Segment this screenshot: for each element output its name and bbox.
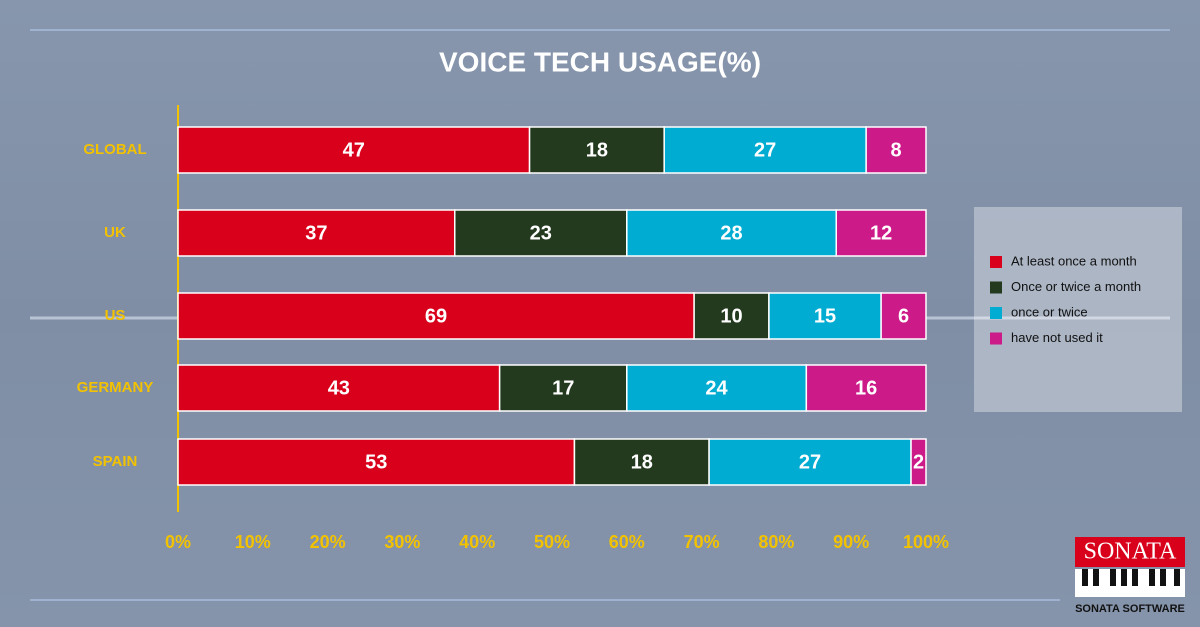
- value-label: 23: [530, 222, 552, 244]
- legend-swatch: [990, 332, 1002, 345]
- value-label: 8: [891, 139, 902, 161]
- value-label: 6: [898, 305, 909, 327]
- legend-swatch: [990, 307, 1002, 319]
- value-label: 2: [913, 451, 924, 473]
- chart-title: VOICE TECH USAGE(%): [439, 46, 761, 77]
- legend-label: have not used it: [1011, 330, 1103, 345]
- value-label: 15: [814, 305, 836, 327]
- legend-label: Once or twice a month: [1011, 279, 1141, 294]
- x-tick-label: 10%: [235, 532, 271, 552]
- legend-swatch: [990, 281, 1002, 294]
- bar-segment: [805, 364, 927, 412]
- value-label: 69: [425, 305, 447, 327]
- logo-box: [1075, 537, 1185, 567]
- logo: SONATA SONATA SOFTWARE: [1075, 537, 1185, 615]
- x-tick-label: 80%: [758, 532, 794, 552]
- value-label: 27: [799, 451, 821, 473]
- bar-segment: [177, 438, 576, 486]
- x-tick-label: 30%: [384, 532, 420, 552]
- value-label: 17: [552, 377, 574, 399]
- bar-segment: [663, 126, 867, 174]
- y-tick-label: GERMANY: [77, 379, 154, 396]
- value-label: 18: [631, 451, 653, 473]
- legend-label: once or twice: [1011, 304, 1088, 319]
- value-label: 43: [328, 377, 350, 399]
- value-label: 10: [720, 305, 742, 327]
- x-tick-label: 90%: [833, 532, 869, 552]
- bar-segment: [454, 209, 628, 257]
- legend-swatch: [990, 256, 1002, 268]
- logo-name: SONATA: [1084, 539, 1177, 565]
- bar-segment: [693, 292, 770, 340]
- x-tick-label: 20%: [310, 532, 346, 552]
- value-label: 47: [343, 139, 365, 161]
- bar-segment: [177, 364, 501, 412]
- x-tick-label: 100%: [903, 532, 949, 552]
- y-tick-label: UK: [104, 224, 126, 241]
- bar-segment: [880, 292, 927, 340]
- value-label: 53: [365, 451, 387, 473]
- value-label: 16: [855, 377, 877, 399]
- value-label: 27: [754, 139, 776, 161]
- logo-caption: SONATA SOFTWARE: [1075, 603, 1185, 615]
- x-tick-label: 0%: [165, 532, 191, 552]
- x-tick-label: 70%: [684, 532, 720, 552]
- y-tick-label: GLOBAL: [83, 141, 146, 158]
- x-tick-label: 50%: [534, 532, 570, 552]
- bar-segment: [573, 438, 710, 486]
- bar-segment: [626, 209, 837, 257]
- bar-segment: [865, 126, 927, 174]
- bar-segment: [626, 364, 808, 412]
- bar-segment: [835, 209, 927, 257]
- value-label: 24: [705, 377, 728, 399]
- decoration: [30, 29, 1170, 601]
- x-tick-label: 60%: [609, 532, 645, 552]
- logo-keys: [1075, 569, 1185, 597]
- value-label: 18: [586, 139, 608, 161]
- legend-box: [974, 207, 1182, 412]
- bar-segment: [910, 438, 927, 486]
- legend-label: At least once a month: [1011, 253, 1137, 268]
- bar-segment: [498, 364, 628, 412]
- bar-segment: [768, 292, 882, 340]
- y-tick-label: SPAIN: [93, 453, 138, 470]
- value-label: 28: [720, 222, 742, 244]
- x-tick-label: 40%: [459, 532, 495, 552]
- value-label: 37: [305, 222, 327, 244]
- value-label: 12: [870, 222, 892, 244]
- y-tick-label: US: [105, 307, 126, 324]
